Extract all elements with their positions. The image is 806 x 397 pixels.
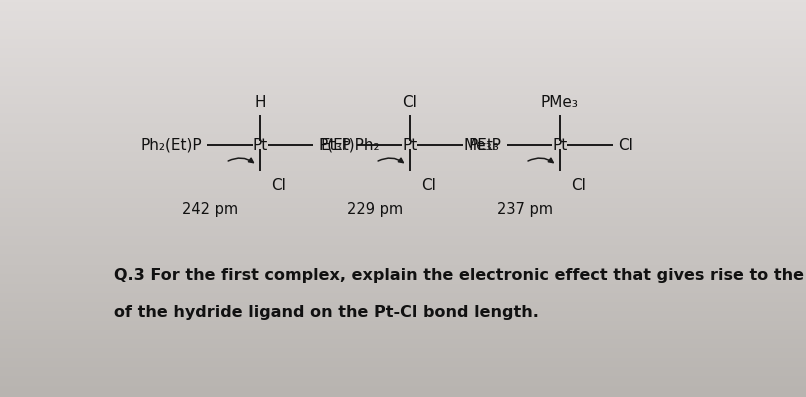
Text: H: H xyxy=(254,95,266,110)
Text: Cl: Cl xyxy=(272,178,286,193)
Text: Et₃P: Et₃P xyxy=(321,138,352,153)
Text: Ph₂(Et)P: Ph₂(Et)P xyxy=(140,138,202,153)
Text: Cl: Cl xyxy=(402,95,418,110)
Text: Me₃P: Me₃P xyxy=(464,138,502,153)
Text: PEt₃: PEt₃ xyxy=(468,138,499,153)
Text: PMe₃: PMe₃ xyxy=(541,95,579,110)
Text: 229 pm: 229 pm xyxy=(347,202,404,217)
Text: Cl: Cl xyxy=(422,178,436,193)
Text: 237 pm: 237 pm xyxy=(497,202,554,217)
Text: Q.3 For the first complex, explain the electronic effect that gives rise to the : Q.3 For the first complex, explain the e… xyxy=(114,268,806,283)
Text: Pt: Pt xyxy=(552,138,567,153)
Text: of the hydride ligand on the Pt-Cl bond length.: of the hydride ligand on the Pt-Cl bond … xyxy=(114,304,539,320)
Text: P(Et)Ph₂: P(Et)Ph₂ xyxy=(318,138,380,153)
Text: Cl: Cl xyxy=(571,178,586,193)
Text: Cl: Cl xyxy=(618,138,633,153)
Text: Pt: Pt xyxy=(252,138,268,153)
Text: Pt: Pt xyxy=(402,138,418,153)
Text: 242 pm: 242 pm xyxy=(182,202,238,217)
